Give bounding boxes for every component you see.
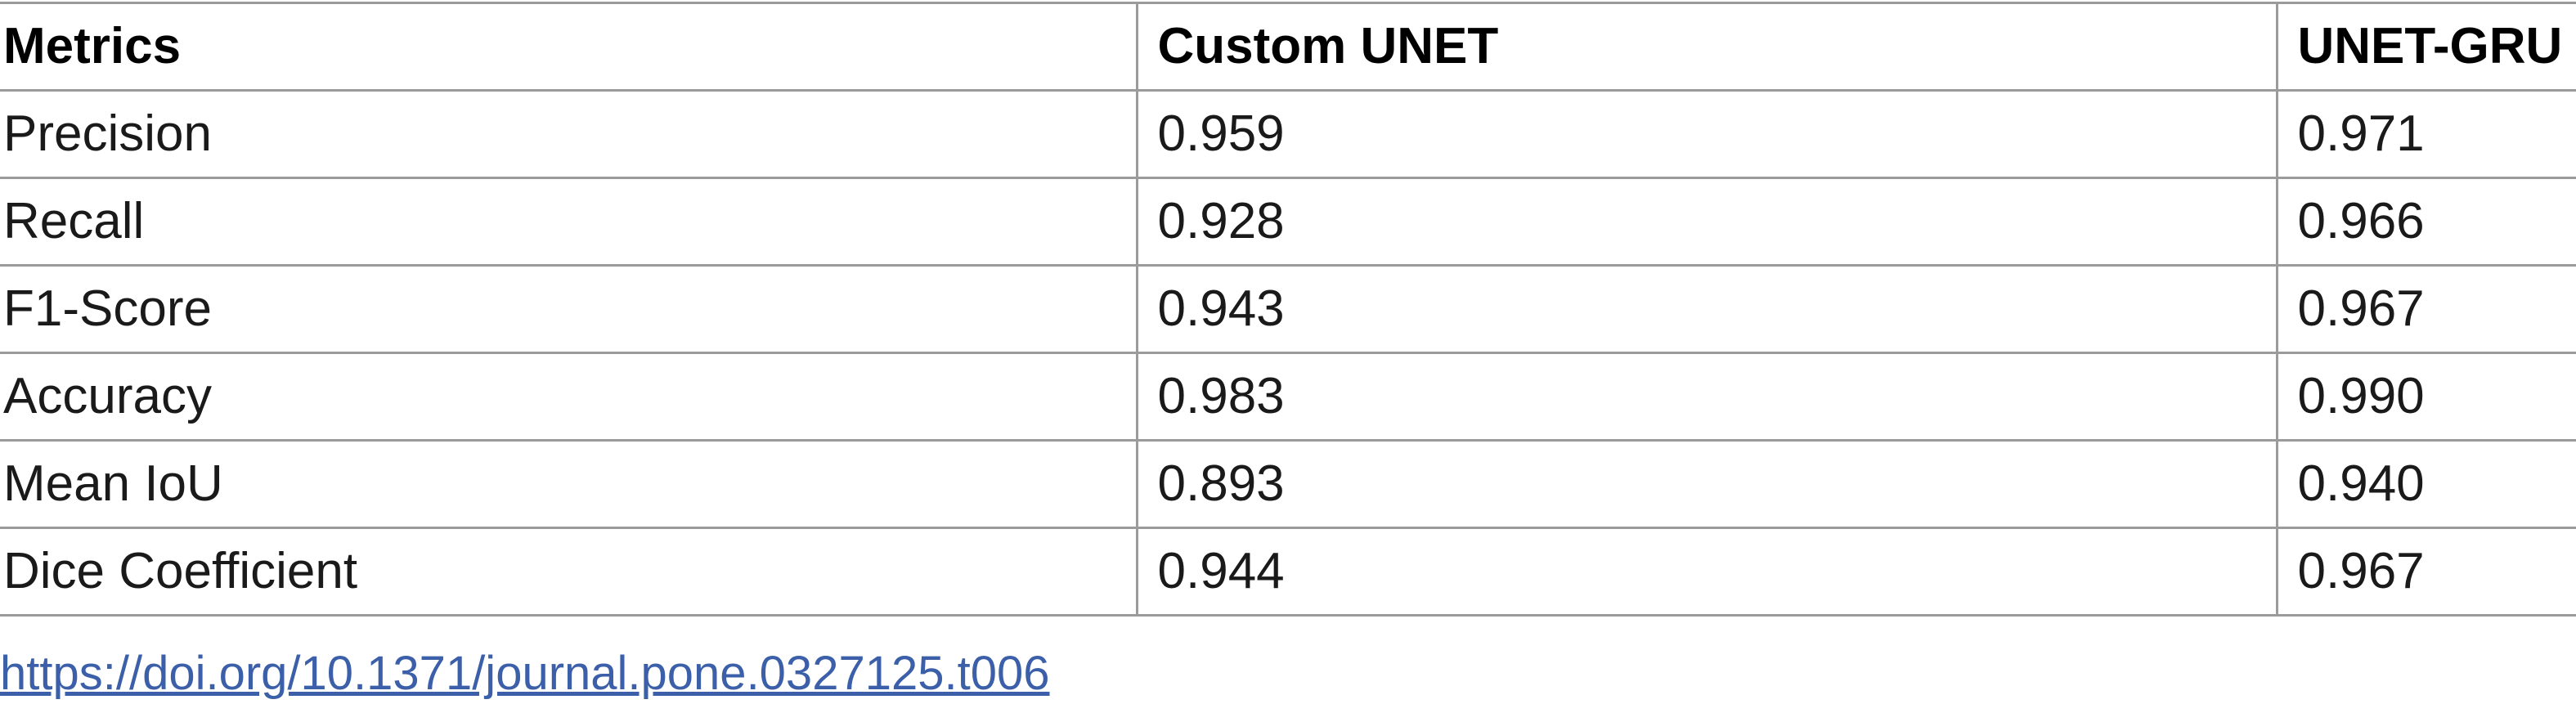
unet-gru-value-cell: 0.966 [2275, 177, 2576, 267]
table-row: Precision 0.959 0.971 [0, 89, 2576, 179]
metric-name-cell: Mean IoU [0, 439, 1137, 529]
metric-name-cell: F1-Score [0, 264, 1137, 354]
unet-gru-value-cell: 0.971 [2275, 89, 2576, 179]
table-row: Dice Coefficient 0.944 0.967 [0, 527, 2576, 617]
custom-unet-value-cell: 0.959 [1135, 89, 2277, 179]
custom-unet-value-cell: 0.943 [1135, 264, 2277, 354]
unet-gru-value-cell: 0.940 [2275, 439, 2576, 529]
column-header-custom-unet: Custom UNET [1135, 2, 2277, 92]
table-header-row: Metrics Custom UNET UNET-GRU [0, 2, 2576, 92]
table-row: Mean IoU 0.893 0.940 [0, 439, 2576, 529]
metric-name-cell: Recall [0, 177, 1137, 267]
column-header-metrics: Metrics [0, 2, 1137, 92]
table-row: Accuracy 0.983 0.990 [0, 352, 2576, 442]
unet-gru-value-cell: 0.967 [2275, 527, 2576, 617]
column-header-unet-gru: UNET-GRU [2275, 2, 2576, 92]
custom-unet-value-cell: 0.928 [1135, 177, 2277, 267]
table-row: F1-Score 0.943 0.967 [0, 264, 2576, 354]
metric-name-cell: Accuracy [0, 352, 1137, 442]
custom-unet-value-cell: 0.944 [1135, 527, 2277, 617]
metric-name-cell: Dice Coefficient [0, 527, 1137, 617]
metrics-table: Metrics Custom UNET UNET-GRU Precision 0… [0, 2, 2576, 617]
metric-name-cell: Precision [0, 89, 1137, 179]
table-row: Recall 0.928 0.966 [0, 177, 2576, 267]
custom-unet-value-cell: 0.983 [1135, 352, 2277, 442]
unet-gru-value-cell: 0.990 [2275, 352, 2576, 442]
custom-unet-value-cell: 0.893 [1135, 439, 2277, 529]
unet-gru-value-cell: 0.967 [2275, 264, 2576, 354]
doi-link[interactable]: https://doi.org/10.1371/journal.pone.032… [0, 647, 1050, 700]
